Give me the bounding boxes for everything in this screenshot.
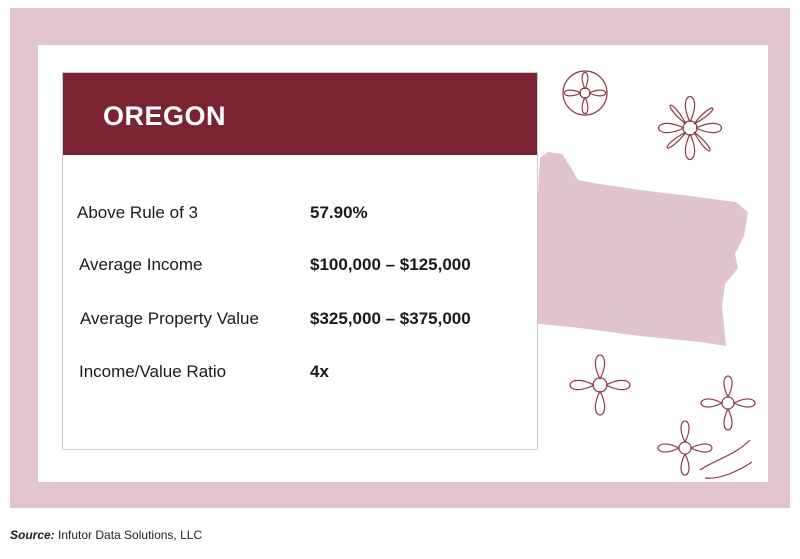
row-value: 57.90% bbox=[310, 203, 368, 222]
source-text: Infutor Data Solutions, LLC bbox=[54, 528, 203, 542]
row-label: Average Income bbox=[79, 255, 203, 274]
flower-icon bbox=[657, 375, 756, 479]
state-title: OREGON bbox=[103, 101, 227, 131]
source-prefix: Source: bbox=[10, 528, 55, 542]
source-note: Source: Infutor Data Solutions, LLC bbox=[10, 528, 202, 542]
row-label: Above Rule of 3 bbox=[77, 203, 198, 222]
row-value: $325,000 – $375,000 bbox=[310, 309, 471, 328]
row-label: Average Property Value bbox=[80, 309, 259, 328]
row-value: $100,000 – $125,000 bbox=[310, 255, 471, 274]
state-info-card: OREGON Above Rule of 3 57.90% Average In… bbox=[62, 72, 538, 450]
flower-icon bbox=[569, 354, 631, 416]
flower-icon bbox=[658, 96, 722, 160]
flower-icon bbox=[562, 70, 608, 116]
row-value: 4x bbox=[310, 362, 329, 381]
card-header: OREGON bbox=[63, 73, 537, 155]
row-label: Income/Value Ratio bbox=[79, 362, 227, 381]
oregon-state-shape bbox=[506, 152, 748, 346]
